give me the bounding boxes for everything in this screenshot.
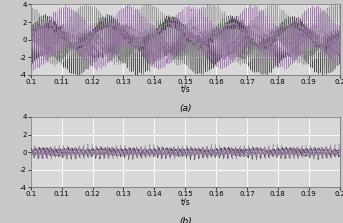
Text: (a): (a) [179, 104, 191, 113]
X-axis label: t/s: t/s [180, 198, 190, 206]
Text: (b): (b) [179, 217, 192, 223]
X-axis label: t/s: t/s [180, 85, 190, 94]
